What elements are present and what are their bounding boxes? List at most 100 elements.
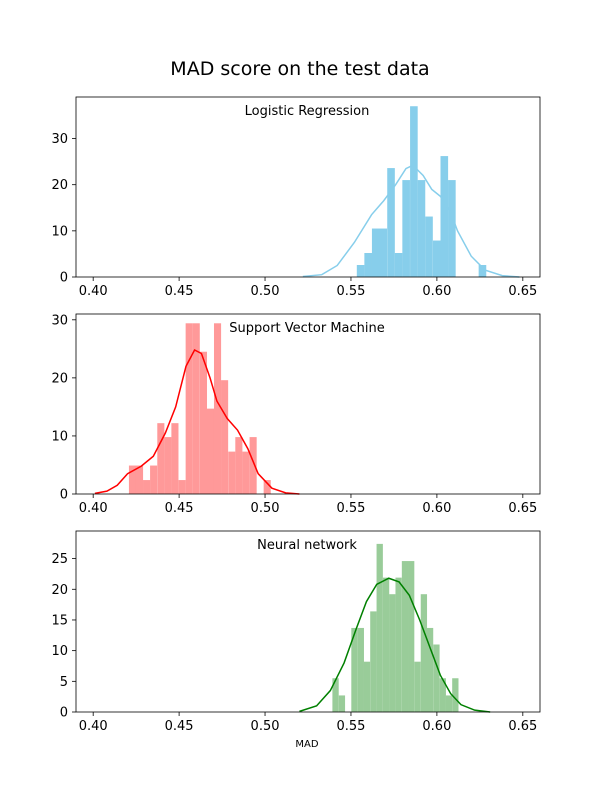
x-tick-label: 0.55 bbox=[336, 501, 365, 516]
histogram-bar bbox=[389, 594, 396, 712]
x-tick-label: 0.50 bbox=[251, 719, 280, 734]
x-axis-label: MAD bbox=[295, 739, 319, 750]
y-tick-label: 0 bbox=[60, 488, 68, 503]
histogram-bar bbox=[135, 465, 144, 494]
histogram-bar bbox=[417, 180, 426, 277]
histogram-bar bbox=[192, 323, 200, 494]
histogram-bar bbox=[364, 253, 372, 277]
histogram-bar bbox=[410, 106, 418, 277]
subplot-title: Support Vector Machine bbox=[229, 321, 385, 336]
x-tick-label: 0.50 bbox=[251, 284, 280, 299]
histogram-bar bbox=[351, 627, 358, 712]
y-tick-label: 30 bbox=[51, 313, 68, 328]
histogram-bar bbox=[370, 611, 377, 712]
histogram-bar bbox=[426, 627, 434, 712]
histogram-bar bbox=[213, 323, 222, 494]
histogram-bar bbox=[439, 678, 446, 712]
x-tick-label: 0.50 bbox=[251, 501, 280, 516]
histogram-bar bbox=[401, 561, 409, 712]
y-tick-label: 30 bbox=[51, 132, 68, 147]
histogram-bar bbox=[363, 661, 371, 712]
histogram-bar bbox=[150, 465, 158, 494]
x-tick-label: 0.60 bbox=[422, 284, 451, 299]
y-tick-label: 10 bbox=[51, 429, 68, 444]
y-tick-label: 15 bbox=[51, 613, 68, 628]
histogram-bar bbox=[356, 265, 365, 277]
density-curve bbox=[299, 577, 491, 713]
histogram-bar bbox=[425, 216, 433, 277]
histogram-bar bbox=[478, 265, 487, 277]
x-tick-label: 0.45 bbox=[165, 501, 194, 516]
histogram-bar bbox=[432, 240, 441, 277]
subplot-title: Logistic Regression bbox=[245, 104, 370, 119]
histogram-bar bbox=[452, 678, 459, 712]
histogram-bar bbox=[185, 323, 193, 494]
y-tick-label: 10 bbox=[51, 644, 68, 659]
density-curve bbox=[302, 164, 520, 278]
histogram-bar bbox=[420, 594, 428, 712]
x-tick-label: 0.65 bbox=[508, 284, 537, 299]
histogram-bar bbox=[408, 561, 415, 712]
histogram-bar bbox=[164, 437, 172, 494]
x-tick-label: 0.55 bbox=[336, 284, 365, 299]
histogram-bar bbox=[357, 627, 364, 712]
histogram-bar bbox=[178, 480, 186, 494]
histogram-bar bbox=[440, 156, 449, 277]
histogram-bar bbox=[199, 351, 208, 494]
histogram-bar bbox=[171, 423, 179, 494]
histogram-bar bbox=[143, 480, 151, 494]
histogram-bar bbox=[235, 437, 243, 494]
histogram-bar bbox=[263, 480, 271, 494]
histogram-bar bbox=[249, 437, 257, 494]
histogram-bar bbox=[128, 465, 137, 494]
histogram-bar bbox=[433, 644, 440, 712]
y-tick-label: 20 bbox=[51, 371, 68, 386]
histogram-bar bbox=[445, 695, 453, 712]
subplot-3: 0.40 0.45 0.50 0.55 0.60 0.65 0 5 10 15 20 25 Neural… bbox=[51, 530, 541, 734]
subplot-title: Neural network bbox=[257, 538, 357, 553]
histogram-bar bbox=[402, 180, 410, 277]
plot-frame bbox=[75, 530, 541, 713]
histogram-bar bbox=[371, 228, 380, 277]
x-tick-label: 0.40 bbox=[79, 284, 108, 299]
subplot-2: 0.40 0.45 0.50 0.55 0.60 0.65 0 10 20 30 Support V… bbox=[51, 313, 541, 516]
histogram-bar bbox=[338, 695, 346, 712]
y-tick-label: 25 bbox=[51, 552, 68, 567]
x-tick-label: 0.65 bbox=[508, 501, 537, 516]
histogram-bar bbox=[228, 451, 236, 494]
histogram-bar bbox=[395, 577, 402, 712]
histogram-bar bbox=[242, 451, 250, 494]
histogram-bar bbox=[382, 577, 390, 712]
subplot-1: 0.40 0.45 0.50 0.55 0.60 0.65 0 10 20 30 Logistic … bbox=[51, 96, 541, 299]
y-tick-label: 5 bbox=[60, 675, 68, 690]
figure-title: MAD score on the test data bbox=[170, 58, 430, 80]
plot-frame bbox=[75, 96, 541, 278]
y-tick-label: 10 bbox=[51, 224, 68, 239]
histogram-bar bbox=[448, 180, 456, 277]
x-tick-label: 0.40 bbox=[79, 501, 108, 516]
y-tick-label: 20 bbox=[51, 583, 68, 598]
histogram-bar bbox=[379, 228, 388, 277]
histogram-bar bbox=[394, 253, 403, 277]
histogram-bar bbox=[414, 661, 421, 712]
y-tick-label: 20 bbox=[51, 178, 68, 193]
x-tick-label: 0.55 bbox=[336, 719, 365, 734]
density-curve bbox=[94, 348, 300, 495]
x-tick-label: 0.60 bbox=[422, 719, 451, 734]
y-tick-label: 0 bbox=[60, 706, 68, 721]
histogram-bar bbox=[332, 678, 339, 712]
y-tick-label: 0 bbox=[60, 271, 68, 286]
x-tick-label: 0.40 bbox=[79, 719, 108, 734]
histogram-bar bbox=[376, 543, 383, 712]
x-tick-label: 0.65 bbox=[508, 719, 537, 734]
histogram-bar bbox=[157, 423, 165, 494]
histogram-bar bbox=[387, 168, 395, 277]
x-tick-label: 0.45 bbox=[165, 719, 194, 734]
x-tick-label: 0.45 bbox=[165, 284, 194, 299]
x-tick-label: 0.60 bbox=[422, 501, 451, 516]
histogram-bar bbox=[206, 408, 215, 494]
plot-frame bbox=[75, 313, 541, 495]
histogram-bar bbox=[221, 380, 229, 494]
